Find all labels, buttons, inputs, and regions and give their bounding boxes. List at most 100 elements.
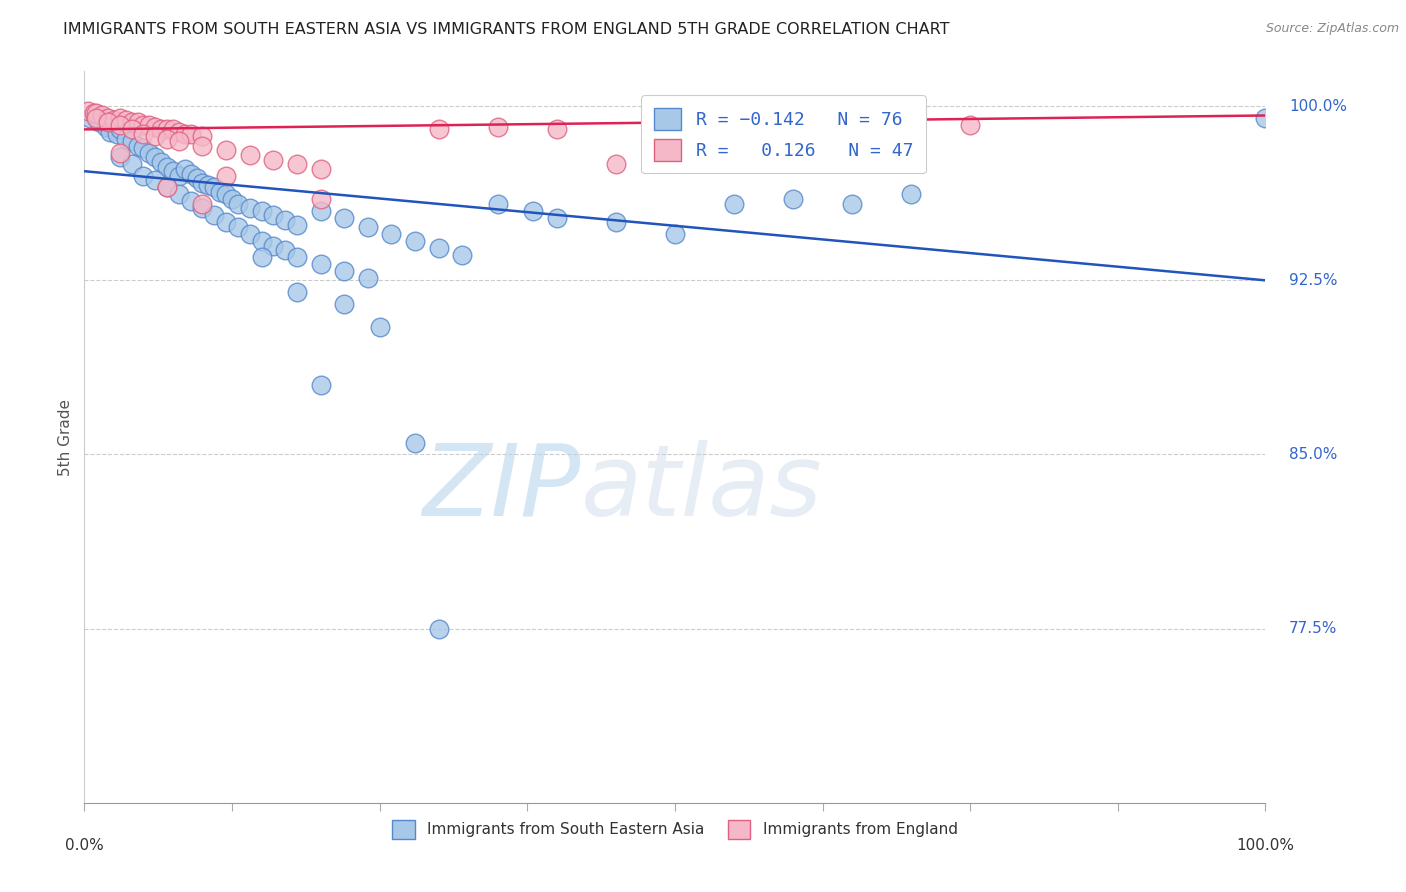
Text: 92.5%: 92.5% [1289,273,1337,288]
Point [404,436,426,450]
Point [167,125,190,139]
Point [127,138,149,153]
Point [138,118,160,132]
Legend: Immigrants from South Eastern Asia, Immigrants from England: Immigrants from South Eastern Asia, Immi… [384,813,966,847]
Point [108,150,131,164]
Point [121,134,143,148]
Text: 100.0%: 100.0% [1236,838,1295,853]
Point [114,113,136,128]
Point [309,257,332,271]
Point [121,115,143,129]
Point [94,120,117,134]
Point [167,134,190,148]
Point [162,122,184,136]
Point [87,115,110,129]
Text: 77.5%: 77.5% [1289,621,1337,636]
Point [486,196,509,211]
Point [103,122,125,136]
Point [262,153,284,167]
Point [191,138,214,153]
Text: Source: ZipAtlas.com: Source: ZipAtlas.com [1265,22,1399,36]
Point [262,238,284,252]
Point [132,118,155,132]
Point [108,118,131,132]
Point [959,118,981,132]
Point [103,113,125,128]
Point [427,122,450,136]
Point [723,196,745,211]
Point [143,120,166,134]
Point [841,196,863,211]
Point [84,106,107,120]
Point [197,178,219,193]
Point [274,213,297,227]
Text: ZIP: ZIP [422,440,581,537]
Point [173,161,195,176]
Point [156,131,179,145]
Point [132,141,155,155]
Point [605,215,627,229]
Point [108,111,131,125]
Point [156,160,179,174]
Point [84,108,107,122]
Point [427,622,450,636]
Text: 100.0%: 100.0% [1289,99,1347,113]
Point [98,125,121,139]
Point [546,122,568,136]
Point [150,122,173,136]
Point [250,203,273,218]
Point [132,169,155,183]
Point [132,127,155,141]
Point [285,218,308,232]
Point [215,187,238,202]
Text: atlas: atlas [581,440,823,537]
Point [84,111,107,125]
Point [180,167,202,181]
Point [173,127,195,141]
Point [202,208,225,222]
Point [1254,111,1277,125]
Point [309,161,332,176]
Point [215,144,238,158]
Point [250,234,273,248]
Text: 85.0%: 85.0% [1289,447,1337,462]
Point [380,227,402,241]
Point [97,115,120,129]
Point [191,196,214,211]
Point [221,192,243,206]
Point [121,157,143,171]
Point [239,202,262,216]
Point [167,187,190,202]
Point [357,219,380,234]
Point [806,122,828,136]
Point [180,127,202,141]
Text: IMMIGRANTS FROM SOUTH EASTERN ASIA VS IMMIGRANTS FROM ENGLAND 5TH GRADE CORRELAT: IMMIGRANTS FROM SOUTH EASTERN ASIA VS IM… [63,22,950,37]
Point [404,234,426,248]
Point [156,180,179,194]
Point [138,145,160,160]
Point [274,243,297,257]
Point [285,285,308,299]
Point [451,248,474,262]
Point [143,129,166,144]
Point [285,250,308,264]
Point [215,215,238,229]
Point [333,296,356,310]
Point [77,103,100,118]
Point [127,115,149,129]
Point [83,106,105,120]
Point [91,108,114,122]
Point [108,145,131,160]
Point [239,227,262,241]
Point [357,271,380,285]
Point [191,129,214,144]
Point [900,187,922,202]
Point [285,157,308,171]
Point [333,211,356,225]
Point [782,192,804,206]
Point [309,203,332,218]
Point [522,203,544,218]
Point [250,250,273,264]
Point [186,171,208,186]
Point [723,134,745,148]
